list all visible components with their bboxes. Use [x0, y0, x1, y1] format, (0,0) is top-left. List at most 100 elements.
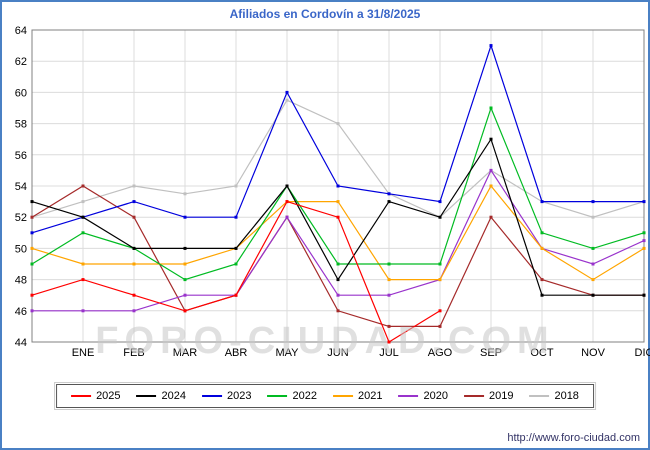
series-marker [81, 262, 85, 266]
legend-label: 2025 [96, 390, 121, 402]
legend-swatch [267, 395, 288, 397]
series-marker [132, 309, 136, 313]
series-marker [387, 192, 391, 196]
series-marker [234, 246, 238, 250]
series-marker [489, 137, 493, 141]
series-marker [183, 278, 187, 282]
series-marker [540, 231, 544, 235]
series-marker [81, 200, 85, 204]
series-marker [438, 309, 442, 313]
series-marker [387, 200, 391, 204]
series-marker [336, 200, 340, 204]
x-tick-label: JUL [379, 347, 399, 359]
series-marker [591, 246, 595, 250]
series-marker [132, 293, 136, 297]
series-marker [540, 200, 544, 204]
series-marker [642, 246, 646, 250]
series-marker [336, 309, 340, 313]
series-marker [30, 215, 34, 219]
legend-swatch [529, 395, 550, 397]
series-marker [81, 231, 85, 235]
series-marker [30, 293, 34, 297]
series-marker [183, 215, 187, 219]
x-tick-label: DIC [635, 347, 650, 359]
series-marker [183, 262, 187, 266]
y-tick-label: 52 [15, 212, 27, 224]
series-marker [285, 184, 289, 188]
series-marker [591, 215, 595, 219]
series-marker [642, 239, 646, 243]
series-marker [285, 215, 289, 219]
series-marker [234, 262, 238, 266]
series-marker [234, 215, 238, 219]
series-marker [336, 184, 340, 188]
legend-item-2023: 2023 [202, 390, 252, 402]
series-marker [387, 340, 391, 344]
legend-swatch [398, 395, 419, 397]
series-marker [234, 293, 238, 297]
x-tick-label: NOV [581, 347, 606, 359]
legend-label: 2020 [423, 390, 448, 402]
series-marker [183, 293, 187, 297]
legend-swatch [463, 395, 484, 397]
series-marker [285, 200, 289, 204]
x-tick-label: FEB [123, 347, 144, 359]
series-marker [489, 184, 493, 188]
legend-item-2019: 2019 [463, 390, 514, 402]
y-tick-label: 60 [15, 87, 27, 99]
series-marker [183, 192, 187, 196]
series-marker [132, 246, 136, 250]
line-chart: 44 46 48 50 52 54 56 58 60 62 64 ENE FEB MAR ABR MAY JUN… [15, 25, 650, 359]
series-marker [489, 168, 493, 172]
series-marker [540, 278, 544, 282]
series-marker [642, 293, 646, 297]
x-tick-label: MAY [275, 347, 299, 359]
legend-label: 2024 [161, 390, 187, 402]
series-marker [387, 293, 391, 297]
legend-label: 2018 [554, 390, 579, 402]
x-tick-label: AGO [428, 347, 453, 359]
series-marker [183, 309, 187, 313]
series-marker [642, 200, 646, 204]
series-marker [387, 324, 391, 328]
series-marker [540, 293, 544, 297]
legend-item-2020: 2020 [398, 390, 448, 402]
series-marker [30, 231, 34, 235]
legend-swatch [202, 395, 223, 397]
y-tick-label: 64 [15, 25, 27, 37]
series-marker [132, 215, 136, 219]
x-tick-label: MAR [173, 347, 198, 359]
series-marker [540, 246, 544, 250]
legend-item-2022: 2022 [267, 390, 317, 402]
legend-label: 2022 [292, 390, 317, 402]
legend-swatch [71, 395, 92, 397]
series-marker [438, 200, 442, 204]
series-marker [30, 309, 34, 313]
y-tick-label: 50 [15, 243, 27, 255]
legend-label: 2023 [227, 390, 252, 402]
legend-item-2024: 2024 [136, 390, 187, 402]
legend-label: 2019 [488, 390, 514, 402]
series-marker [438, 278, 442, 282]
series-marker [132, 200, 136, 204]
legend-swatch [333, 395, 353, 397]
series-marker [489, 106, 493, 110]
series-marker [591, 200, 595, 204]
series-marker [438, 324, 442, 328]
series-marker [489, 215, 493, 219]
series-marker [387, 278, 391, 282]
legend-label: 2021 [358, 390, 383, 402]
series-marker [81, 184, 85, 188]
series-marker [336, 293, 340, 297]
legend-item-2021: 2021 [333, 390, 382, 402]
series-marker [591, 278, 595, 282]
y-tick-label: 54 [15, 181, 27, 193]
footer-url-link[interactable]: http://www.foro-ciudad.com [507, 432, 640, 444]
series-marker [489, 44, 493, 48]
legend-swatch [136, 395, 157, 397]
series-marker [438, 215, 442, 219]
x-tick-label: SEP [480, 347, 502, 359]
legend-item-2018: 2018 [529, 390, 579, 402]
x-tick-label: ENE [72, 347, 95, 359]
series-marker [30, 246, 34, 250]
